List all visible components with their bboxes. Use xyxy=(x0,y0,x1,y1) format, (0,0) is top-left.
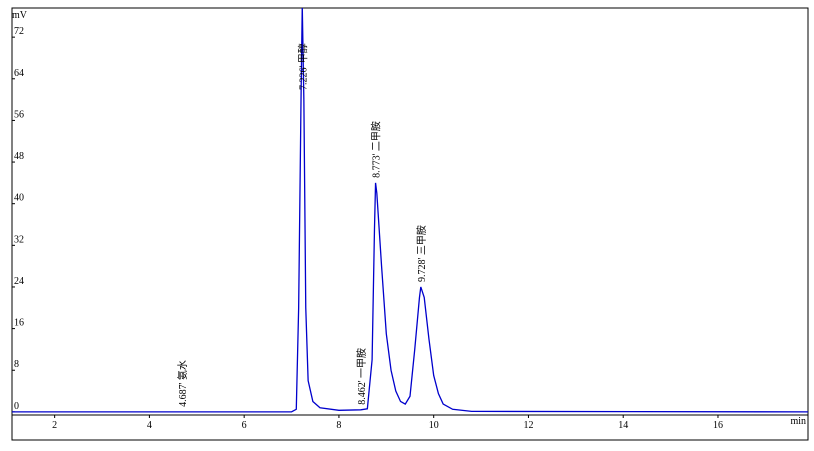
peak-label: 8.773' 二甲胺 xyxy=(370,121,383,178)
x-tick-label: 6 xyxy=(242,420,247,431)
x-tick-label: 4 xyxy=(147,420,152,431)
y-tick-label: 16 xyxy=(14,318,24,329)
frame xyxy=(11,7,809,441)
peak-label: 4.687' 氨水 xyxy=(176,360,189,407)
y-tick-label: 24 xyxy=(14,276,24,287)
y-tick-label: 8 xyxy=(14,359,19,370)
y-tick-label: 32 xyxy=(14,234,24,245)
y-tick-label: 56 xyxy=(14,109,24,120)
peak-label: 8.462' 一甲胺 xyxy=(355,348,368,405)
x-tick-label: 10 xyxy=(429,420,439,431)
x-tick-label: 16 xyxy=(713,420,723,431)
y-tick-label: 48 xyxy=(14,151,24,162)
y-axis-label: mV xyxy=(12,10,28,21)
x-tick-label: 2 xyxy=(52,420,57,431)
y-tick-label: 64 xyxy=(14,68,24,79)
x-tick-label: 12 xyxy=(523,420,533,431)
peak-label: 9.728' 三甲胺 xyxy=(415,225,428,282)
x-tick-label: 8 xyxy=(336,420,341,431)
y-tick-label: 0 xyxy=(14,401,19,412)
chromatogram-line xyxy=(12,8,808,413)
y-tick-label: 40 xyxy=(14,193,24,204)
y-tick-label: 72 xyxy=(14,26,24,37)
x-axis-label: min xyxy=(790,416,806,427)
x-tick-label: 14 xyxy=(618,420,628,431)
peak-label: 7.226' 甲醇 xyxy=(296,43,309,90)
